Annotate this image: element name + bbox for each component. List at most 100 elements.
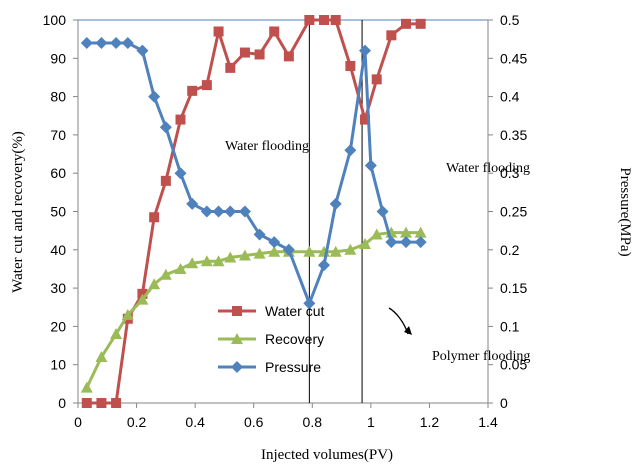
water-cut-point	[283, 51, 294, 62]
recovery-point	[110, 328, 123, 340]
pressure-point	[136, 44, 149, 57]
recovery-point	[359, 238, 371, 250]
annotation-polymer-flooding: Polymer flooding	[432, 349, 530, 364]
legend-label-water-cut: Water cut	[265, 303, 324, 319]
pressure-point	[329, 197, 342, 210]
pressure-point	[238, 205, 251, 218]
pressure-point	[174, 167, 187, 180]
y-left-tick-labels: 0 10 20 30 40 50 60 70 80 90 100	[43, 12, 67, 411]
water-cut-point	[319, 15, 329, 25]
x-tick-label: 1.2	[420, 414, 440, 430]
water-cut-point	[160, 175, 171, 186]
x-tick-label: 0.6	[244, 414, 264, 430]
x-tick-label: 0	[74, 414, 82, 430]
pressure-point	[148, 90, 161, 103]
water-cut-point	[96, 398, 107, 408]
y-left-tick-label: 10	[50, 357, 66, 373]
y-right-tick-label: 0.4	[500, 89, 520, 105]
water-cut-point	[239, 47, 250, 58]
y-left-tick-label: 90	[50, 50, 66, 66]
y-left-tick-label: 20	[50, 318, 66, 334]
water-cut-point	[330, 15, 341, 25]
x-tick-label: 1.4	[478, 414, 498, 430]
legend-label-pressure: Pressure	[265, 359, 321, 375]
x-tick-labels: 0 0.2 0.4 0.6 0.8 1 1.2 1.4	[74, 414, 498, 430]
recovery-point	[238, 249, 251, 261]
recovery-point	[212, 255, 225, 267]
y-left-axis-title: Water cut and recovery(%)	[10, 131, 26, 293]
water-cut-point	[187, 85, 198, 96]
water-cut-point	[345, 60, 356, 71]
legend-marker-water-cut	[232, 306, 242, 316]
water-cut-point	[254, 49, 265, 60]
recovery-point	[80, 381, 93, 393]
recovery-point	[174, 262, 187, 274]
polymer-flooding-arrow	[388, 307, 409, 335]
recovery-point	[136, 293, 149, 305]
recovery-point	[400, 226, 412, 238]
water-cut-point	[111, 398, 122, 408]
pressure-point	[359, 44, 371, 57]
pressure-point	[414, 236, 427, 249]
pressure-point	[80, 36, 93, 49]
legend-marker-pressure	[231, 361, 243, 373]
pressure-point	[95, 36, 108, 49]
x-axis-title: Injected volumes(PV)	[261, 447, 393, 463]
water-cut-point	[269, 26, 280, 37]
recovery-point	[329, 245, 342, 257]
y-right-axis-title: Pressure(MPa)	[617, 167, 632, 256]
recovery-point	[344, 243, 357, 255]
y-right-tick-label: 0.2	[500, 242, 520, 258]
y-right-tick-label: 0.15	[500, 280, 527, 296]
pressure-point	[303, 297, 316, 310]
recovery-point	[159, 268, 172, 280]
y-right-tick-label: 0.3	[500, 165, 520, 181]
recovery-point	[200, 255, 213, 267]
water-cut-point	[360, 114, 370, 125]
pressure-point	[121, 36, 134, 49]
water-cut-point	[149, 212, 160, 223]
x-tick-label: 0.4	[185, 414, 205, 430]
recovery-point	[268, 245, 281, 257]
pressure-point	[400, 236, 412, 249]
series-pressure	[80, 36, 427, 310]
y-left-tick-label: 0	[58, 395, 66, 411]
pressure-point	[385, 236, 398, 249]
annotation-water-flooding-2: Water flooding	[446, 161, 530, 176]
legend-label-recovery: Recovery	[265, 331, 324, 347]
series-water-cut	[81, 15, 426, 408]
y-left-tick-label: 30	[50, 280, 66, 296]
y-left-tick-label: 50	[50, 204, 66, 220]
pressure-point	[364, 159, 377, 172]
recovery-point	[370, 228, 383, 240]
phase-divider-lines	[308, 20, 363, 403]
water-cut-point	[213, 26, 224, 37]
pressure-point	[253, 228, 266, 241]
water-cut-point	[304, 15, 315, 25]
recovery-point	[253, 247, 266, 259]
water-cut-point	[225, 62, 236, 73]
pressure-point	[224, 205, 237, 218]
y-left-tick-label: 80	[50, 89, 66, 105]
pressure-point	[110, 36, 123, 49]
y-right-tick-label: 0.5	[500, 12, 520, 28]
pressure-point	[344, 144, 357, 157]
pressure-point	[376, 205, 389, 218]
water-cut-point	[81, 398, 92, 408]
pressure-point	[200, 205, 213, 218]
recovery-point	[95, 351, 108, 363]
annotation-water-flooding-1: Water flooding	[225, 139, 309, 154]
y-right-tick-label: 0.05	[500, 357, 527, 373]
pressure-point	[212, 205, 225, 218]
water-cut-point	[386, 30, 397, 41]
pressure-point	[159, 121, 172, 134]
pressure-point	[282, 243, 295, 256]
recovery-point	[121, 308, 134, 320]
x-tick-label: 1	[367, 414, 375, 430]
series-line-water-cut	[86, 18, 421, 405]
axes	[73, 19, 493, 408]
x-tick-label: 0.2	[127, 414, 147, 430]
water-cut-point	[401, 18, 411, 29]
y-right-tick-label: 0.35	[500, 127, 527, 143]
